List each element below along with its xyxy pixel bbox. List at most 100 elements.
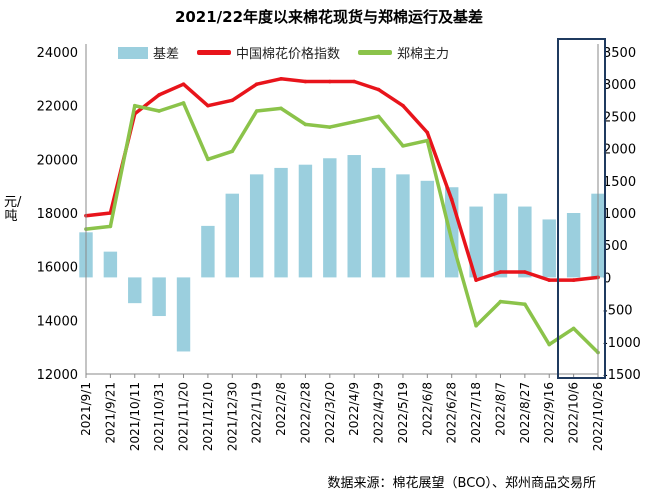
legend-item-cotton-index: 中国棉花价格指数 xyxy=(197,43,340,62)
cotton-index-point xyxy=(303,79,308,84)
basis-bar xyxy=(518,206,532,278)
highlight-box xyxy=(557,38,606,379)
zce-cotton-point xyxy=(547,342,552,347)
zce-cotton-point xyxy=(328,125,332,129)
zce-cotton-point xyxy=(401,144,405,148)
right-tick-label: 2000 xyxy=(603,143,636,158)
x-tick-label: 2022/5/19 xyxy=(396,382,410,444)
zce-cotton-point xyxy=(230,149,235,154)
legend-swatch-cotton-index xyxy=(197,50,232,55)
right-tick-label: 500 xyxy=(603,239,628,254)
basis-bar xyxy=(128,277,142,304)
x-tick-label: 2022/9/16 xyxy=(542,382,556,444)
x-tick-label: 2022/1/19 xyxy=(250,382,264,444)
basis-bar xyxy=(396,174,410,278)
x-tick-label: 2022/10/6 xyxy=(567,382,581,444)
cotton-index-point xyxy=(352,79,356,84)
x-tick-label: 2021/9/1 xyxy=(79,382,93,436)
right-tick-label: 3500 xyxy=(603,46,636,61)
left-tick-label: 22000 xyxy=(37,100,78,115)
left-tick-label: 12000 xyxy=(37,368,78,383)
cotton-index-point xyxy=(328,79,332,84)
legend-label-basis: 基差 xyxy=(153,47,180,62)
x-tick-label: 2022/8/7 xyxy=(493,382,507,436)
x-tick-label: 2022/2/8 xyxy=(274,382,288,436)
legend-item-zce-cotton: 郑棉主力 xyxy=(358,43,449,62)
chart-axes: 12000140001600018000200002200024000-1500… xyxy=(37,44,641,451)
left-tick-label: 24000 xyxy=(37,46,78,61)
zce-cotton-point xyxy=(108,224,113,229)
right-tick-label: 3000 xyxy=(603,78,636,93)
x-tick-label: 2022/10/26 xyxy=(591,382,605,451)
basis-bar xyxy=(103,251,118,278)
basis-bar xyxy=(493,193,508,278)
zce-cotton-point xyxy=(132,103,137,108)
x-tick-label: 2021/11/20 xyxy=(177,382,191,451)
basis-bar xyxy=(298,164,313,278)
zce-cotton-point xyxy=(206,157,210,162)
right-tick-label: -1000 xyxy=(603,336,641,351)
zce-cotton-point xyxy=(376,114,381,119)
chart-title: 2021/22年度以来棉花现货与郑棉运行及基差 xyxy=(174,8,484,26)
right-tick-label: 2500 xyxy=(603,110,636,125)
zce-cotton-point xyxy=(474,323,478,328)
zce-cotton-point xyxy=(449,238,454,242)
basis-bar xyxy=(323,158,337,278)
cotton-index-point xyxy=(279,77,283,81)
zce-cotton-point xyxy=(157,109,161,113)
cotton-index-point xyxy=(498,270,503,274)
x-tick-label: 2021/9/21 xyxy=(103,382,117,444)
x-tick-label: 2022/7/18 xyxy=(469,382,483,444)
left-tick-label: 18000 xyxy=(37,207,78,222)
right-tick-label: 0 xyxy=(603,271,611,286)
cotton-index-point xyxy=(230,98,235,103)
x-tick-label: 2022/3/20 xyxy=(323,382,337,444)
x-tick-label: 2022/6/8 xyxy=(420,382,434,436)
zce-cotton-point xyxy=(352,119,356,124)
basis-bar xyxy=(469,206,483,278)
legend-label-zce-cotton: 郑棉主力 xyxy=(397,47,450,62)
basis-bar xyxy=(152,277,166,317)
basis-bar xyxy=(201,225,215,278)
legend: 基差 中国棉花价格指数 郑棉主力 xyxy=(118,43,467,62)
basis-bars xyxy=(79,155,605,352)
cotton-index-point xyxy=(571,278,576,282)
basis-bar xyxy=(249,174,264,278)
legend-swatch-zce-cotton xyxy=(358,50,393,55)
zce-cotton-point xyxy=(181,101,186,105)
basis-bar xyxy=(176,277,191,352)
zce-cotton-point xyxy=(498,299,503,304)
x-tick-label: 2022/8/27 xyxy=(518,382,532,444)
cotton-index-point xyxy=(523,270,527,274)
basis-bar xyxy=(274,167,288,278)
zce-cotton-point xyxy=(523,302,527,307)
basis-bar xyxy=(542,219,556,278)
cotton-index-point xyxy=(401,103,405,108)
x-tick-label: 2021/12/30 xyxy=(225,382,239,451)
left-tick-label: 14000 xyxy=(37,314,78,329)
left-tick-label: 16000 xyxy=(37,261,78,276)
zce-cotton-point xyxy=(279,106,283,111)
cotton-index-point xyxy=(254,82,259,86)
legend-item-basis: 基差 xyxy=(118,43,179,62)
cotton-index-point xyxy=(425,130,430,135)
zce-cotton-point xyxy=(254,109,259,113)
cotton-index-point xyxy=(474,278,478,282)
zce-cotton-point xyxy=(303,122,308,127)
cotton-index-line xyxy=(84,77,600,282)
price-lines xyxy=(84,77,600,355)
right-tick-label: 1000 xyxy=(603,207,636,222)
zce-cotton-point xyxy=(571,326,576,331)
cotton-index-point xyxy=(157,93,161,97)
x-tick-label: 2021/10/31 xyxy=(152,382,166,451)
cotton-index-point xyxy=(206,103,210,108)
zce-cotton-point xyxy=(425,138,430,143)
basis-bar xyxy=(371,167,386,278)
x-tick-label: 2022/2/28 xyxy=(298,382,312,444)
x-tick-label: 2022/6/28 xyxy=(445,382,459,444)
basis-bar xyxy=(225,193,239,278)
x-tick-label: 2021/12/10 xyxy=(201,382,215,451)
basis-bar xyxy=(347,155,361,278)
cotton-index-point xyxy=(181,82,186,86)
